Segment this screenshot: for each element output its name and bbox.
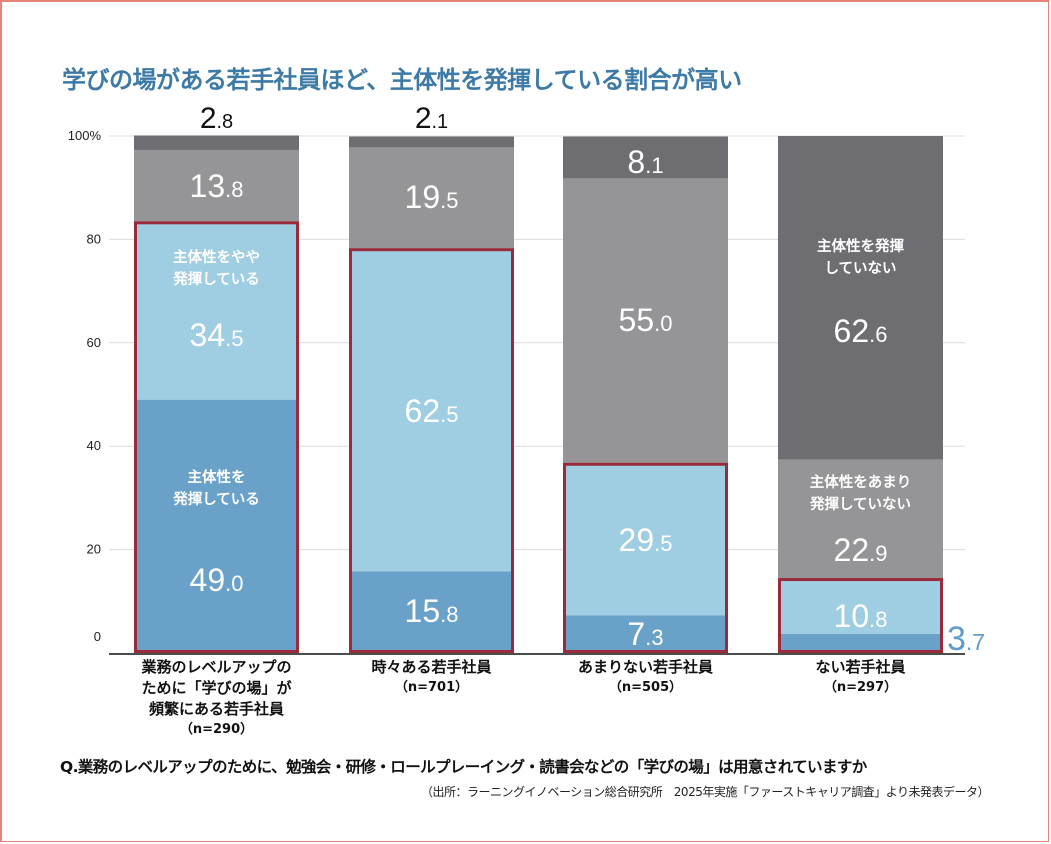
segment-label: 発揮している [172,270,260,288]
bar-segment [349,147,514,249]
segment-label: 主体性を [188,468,246,486]
x-category-label: 業務のレベルアップの ために「学びの場」が 頻繁にある若手社員 （n=290） [107,657,327,740]
bar-segment [349,136,514,148]
category-name-line: 時々ある若手社員 [371,658,492,676]
x-category-label: あまりない若手社員 （n=505） [536,657,756,698]
y-tick-label: 80 [87,231,101,246]
bar-segment [563,136,728,179]
chart-title: 学びの場がある若手社員ほど、主体性を発揮している割合が高い [62,66,742,94]
bar-segment [134,149,299,222]
bar-segment [349,571,514,653]
segment-label: していない [824,260,896,277]
value-label: 19.5 [405,179,459,215]
y-tick-label: 40 [87,438,101,453]
highlight-box [778,578,943,653]
bar-segment [778,136,943,460]
x-category-label: ない若手社員 （n=297） [751,657,971,698]
value-label: 2.1 [415,102,448,135]
segment-label: 発揮していない [809,495,911,513]
bar-segment [134,135,299,150]
y-tick-label: 60 [87,335,101,350]
value-label: 49.0 [190,562,244,598]
sample-size: （n=505） [608,680,683,695]
bar-segment [778,633,943,653]
x-category-label: 時々ある若手社員 （n=701） [322,657,542,698]
value-label: 62.5 [405,393,459,429]
segment-label: 主体性を発揮 [817,237,904,255]
value-label: 62.6 [834,313,888,349]
value-label: 22.9 [834,532,888,568]
source-note: （出所：ラーニングイノベーション総合研究所 2025年実施「ファーストキャリア調… [421,785,989,799]
bar-segment [134,399,299,653]
y-tick-label: 100% [68,128,102,143]
bar-segment [778,459,943,579]
value-label: 3.7 [947,620,985,658]
value-label: 10.8 [834,598,888,634]
highlight-box [563,462,728,653]
value-label: 34.5 [190,317,244,353]
sample-size: （n=701） [394,680,469,695]
value-label: 15.8 [405,593,459,629]
bar-segment [778,578,943,634]
survey-question: Q.業務のレベルアップのために、勉強会・研修・ロールプレーイング・読書会などの「… [60,758,867,776]
bar-segment [134,221,299,400]
category-name-line: あまりない若手社員 [577,658,713,676]
highlight-box [349,248,514,653]
segment-label: 発揮している [172,490,260,508]
value-label: 2.8 [200,102,233,135]
category-name-line: ない若手社員 [815,658,906,676]
highlight-box [134,221,299,653]
sample-size: （n=297） [823,680,898,695]
sample-size: （n=290） [179,722,254,737]
value-label: 55.0 [619,302,673,338]
y-tick-label: 20 [87,542,101,557]
category-name-line: 頻繁にある若手社員 [148,700,284,718]
category-name-line: 業務のレベルアップの [141,658,292,676]
value-label: 13.8 [190,168,244,204]
segment-label: 主体性をあまり [810,473,912,491]
y-tick-label: 0 [94,629,101,644]
category-name-line: ために「学びの場」が [141,679,292,697]
value-label: 8.1 [627,144,663,180]
bar-segment [349,248,514,572]
segment-label: 主体性をやや [173,248,260,266]
value-label: 29.5 [619,522,673,558]
bar-segment [563,615,728,653]
bar-segment [563,462,728,616]
value-label: 7.3 [627,616,663,652]
bar-segment [563,178,728,463]
